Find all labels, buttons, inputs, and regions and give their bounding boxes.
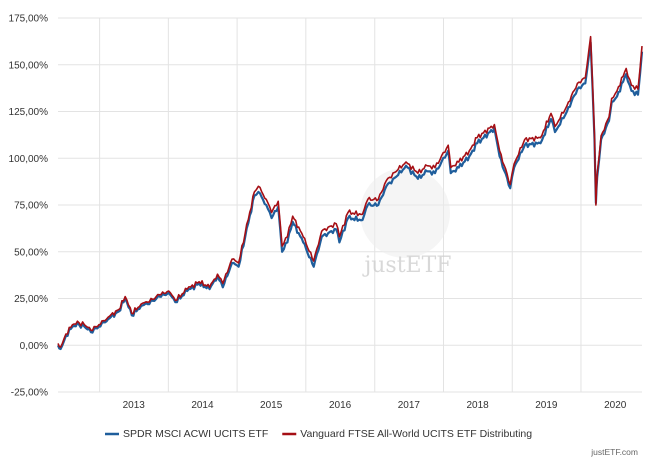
legend-item[interactable]: SPDR MSCI ACWI UCITS ETF	[105, 428, 268, 440]
series-line	[56, 41, 644, 351]
y-tick-label: 175,00%	[9, 14, 49, 25]
x-tick-label: 2020	[604, 400, 627, 411]
x-tick-label: 2019	[535, 400, 558, 411]
y-tick-label: 25,00%	[14, 294, 48, 305]
x-tick-label: 2015	[260, 400, 283, 411]
y-tick-label: -25,00%	[11, 388, 48, 399]
legend[interactable]: SPDR MSCI ACWI UCITS ETF Vanguard FTSE Al…	[105, 428, 532, 440]
y-tick-label: 150,00%	[9, 60, 49, 71]
series-line	[57, 35, 643, 348]
series-layer	[56, 35, 644, 351]
legend-item[interactable]: Vanguard FTSE All-World UCITS ETF Distri…	[282, 428, 532, 440]
watermark-circle	[360, 168, 450, 258]
credit-text[interactable]: justETF.com	[590, 447, 638, 457]
x-tick-label: 2014	[191, 400, 214, 411]
watermark-logo: justETF	[360, 168, 452, 278]
watermark-text: justETF	[361, 253, 451, 278]
grid-lines	[58, 17, 642, 393]
legend-label: SPDR MSCI ACWI UCITS ETF	[123, 428, 268, 440]
x-axis-ticks: 2013 2014 2015 2016 2017 2018 2019 2020	[123, 400, 627, 411]
y-tick-label: 75,00%	[14, 201, 48, 212]
x-tick-label: 2013	[123, 400, 146, 411]
x-tick-label: 2018	[466, 400, 489, 411]
y-tick-label: 125,00%	[9, 107, 49, 118]
x-tick-label: 2017	[398, 400, 421, 411]
y-tick-label: 0,00%	[20, 341, 48, 352]
y-tick-label: 50,00%	[14, 247, 48, 258]
y-tick-label: 100,00%	[9, 154, 49, 165]
x-tick-label: 2016	[329, 400, 352, 411]
legend-label: Vanguard FTSE All-World UCITS ETF Distri…	[300, 428, 532, 440]
y-axis-ticks: -25,00% 0,00% 25,00% 50,00% 75,00% 100,00% 125…	[9, 14, 49, 399]
